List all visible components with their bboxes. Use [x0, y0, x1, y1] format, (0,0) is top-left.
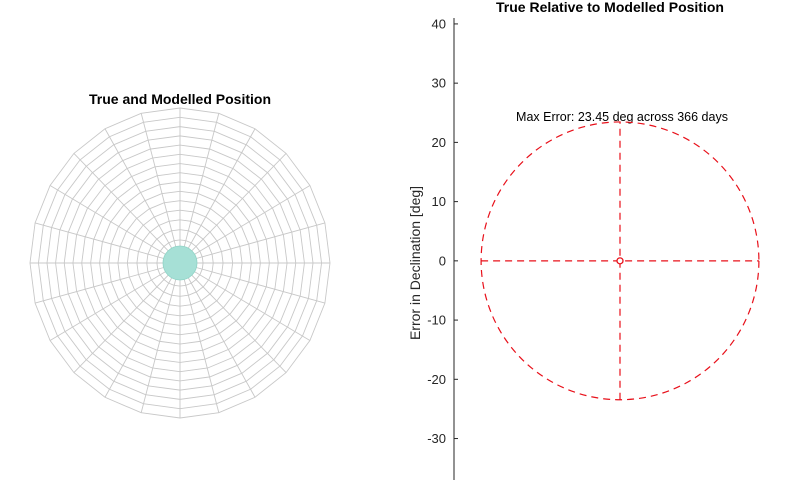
error-plot: True Relative to Modelled Position 40 30 2…: [407, 0, 760, 480]
y-ticks: 40 30 20 10 0 -10 -20 -30: [427, 16, 458, 446]
y-tick-label: 20: [432, 135, 446, 150]
polar-spoke: [179, 128, 256, 264]
polar-spoke: [73, 153, 181, 264]
polar-spoke: [49, 185, 181, 264]
y-tick-label: -20: [427, 372, 446, 387]
y-tick-label: -10: [427, 313, 446, 328]
center-patch: [162, 245, 198, 281]
polar-spoke: [49, 262, 181, 341]
polar-spoke: [140, 262, 181, 413]
center-marker: [616, 257, 624, 265]
polar-spoke: [140, 113, 181, 264]
polar-spoke: [179, 113, 220, 264]
polar-spoke: [179, 262, 326, 304]
polar-spoke: [179, 262, 287, 373]
polar-spoke: [73, 262, 181, 373]
y-tick-label: -30: [427, 431, 446, 446]
polar-spoke: [179, 262, 311, 341]
polar-spoke: [179, 153, 287, 264]
polar-surface-plot: True and Modelled Position: [29, 91, 331, 419]
error-circle: [480, 121, 760, 401]
polar-spoke: [104, 128, 181, 264]
polar-spoke: [34, 262, 181, 304]
polar-spoke: [104, 262, 181, 398]
polar-spoke: [179, 185, 311, 264]
y-tick-label: 0: [439, 253, 446, 268]
y-axis-label: Error in Declination [deg]: [407, 186, 423, 340]
polar-spoke: [179, 262, 256, 398]
polar-grid: [29, 107, 331, 419]
max-error-annotation: Max Error: 23.45 deg across 366 days: [516, 110, 728, 124]
left-chart-title: True and Modelled Position: [89, 91, 271, 107]
polar-spoke: [179, 222, 326, 264]
right-chart-title: True Relative to Modelled Position: [496, 0, 724, 15]
y-tick-label: 40: [432, 16, 446, 31]
y-tick-label: 10: [432, 194, 446, 209]
polar-spoke: [179, 262, 220, 413]
y-tick-label: 30: [432, 76, 446, 91]
error-marks: [480, 121, 760, 401]
polar-spoke: [34, 222, 181, 264]
